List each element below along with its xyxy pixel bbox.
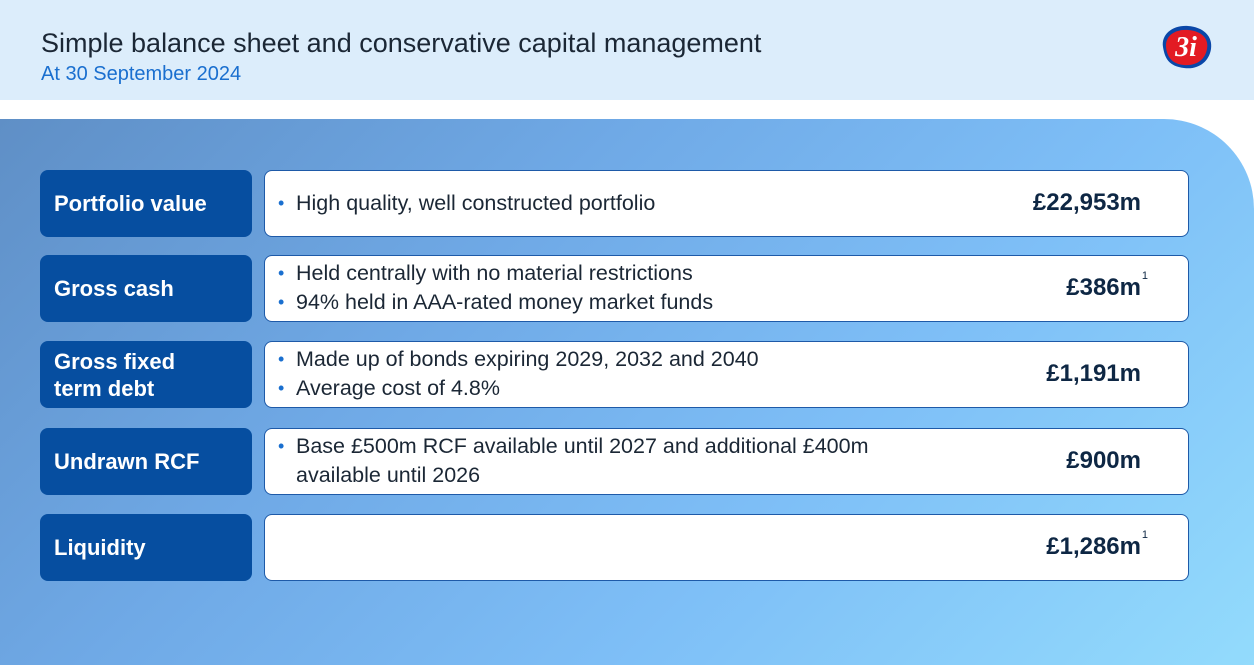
slide-header: Simple balance sheet and conservative ca… [0, 0, 1254, 100]
bullet-icon: • [278, 292, 285, 312]
svg-text:3i: 3i [1174, 32, 1197, 63]
row-liquidity: Liquidity £1,286m 1 [40, 514, 1189, 581]
bullet-item: • High quality, well constructed portfoli… [277, 189, 897, 218]
bullet-icon: • [278, 192, 285, 213]
row-gross-fixed-term-debt: Gross fixed term debt • Made up of bonds … [40, 341, 1189, 408]
row-content: • Base £500m RCF available until 2027 and… [264, 428, 1189, 495]
row-label: Gross fixed term debt [40, 341, 252, 408]
row-content: £1,286m 1 [264, 514, 1189, 581]
row-content: • Held centrally with no material restric… [264, 255, 1189, 322]
row-value: £1,286m [1046, 533, 1141, 560]
bullet-list: • Made up of bonds expiring 2029, 2032 an… [277, 342, 897, 406]
row-value: £22,953m [1032, 189, 1141, 216]
bullet-item: • 94% held in AAA-rated money market fund… [277, 288, 897, 317]
row-undrawn-rcf: Undrawn RCF • Base £500m RCF available un… [40, 428, 1189, 495]
slide-title: Simple balance sheet and conservative ca… [41, 28, 762, 58]
row-content: • Made up of bonds expiring 2029, 2032 an… [264, 341, 1189, 408]
bullet-list: • Held centrally with no material restric… [277, 256, 897, 320]
row-label: Liquidity [40, 514, 252, 581]
row-label: Portfolio value [40, 170, 252, 237]
bullet-list: • Base £500m RCF available until 2027 and… [277, 429, 897, 493]
bullet-item: • Average cost of 4.8% [277, 374, 897, 403]
row-value: £900m [1066, 447, 1141, 474]
bullet-list: • High quality, well constructed portfoli… [277, 171, 897, 235]
footnote-marker: 1 [1141, 270, 1148, 282]
row-label: Gross cash [40, 255, 252, 322]
footnote-marker: 1 [1141, 529, 1148, 541]
bullet-icon: • [278, 263, 285, 283]
row-label: Undrawn RCF [40, 428, 252, 495]
row-content: • High quality, well constructed portfoli… [264, 170, 1189, 237]
bullet-icon: • [278, 436, 285, 456]
bullet-icon: • [278, 349, 285, 369]
row-portfolio-value: Portfolio value • High quality, well cons… [40, 170, 1189, 237]
row-value: £1,191m [1046, 360, 1141, 387]
bullet-icon: • [278, 378, 285, 398]
bullet-item: • Held centrally with no material restric… [277, 259, 897, 288]
row-gross-cash: Gross cash • Held centrally with no mater… [40, 255, 1189, 322]
slide-subtitle: At 30 September 2024 [41, 63, 242, 85]
content-panel: Portfolio value • High quality, well cons… [0, 119, 1254, 665]
3i-logo: 3i [1162, 25, 1212, 69]
bullet-item: • Base £500m RCF available until 2027 and… [278, 434, 869, 487]
row-value: £386m [1066, 274, 1141, 301]
bullet-item: • Made up of bonds expiring 2029, 2032 an… [277, 345, 897, 374]
